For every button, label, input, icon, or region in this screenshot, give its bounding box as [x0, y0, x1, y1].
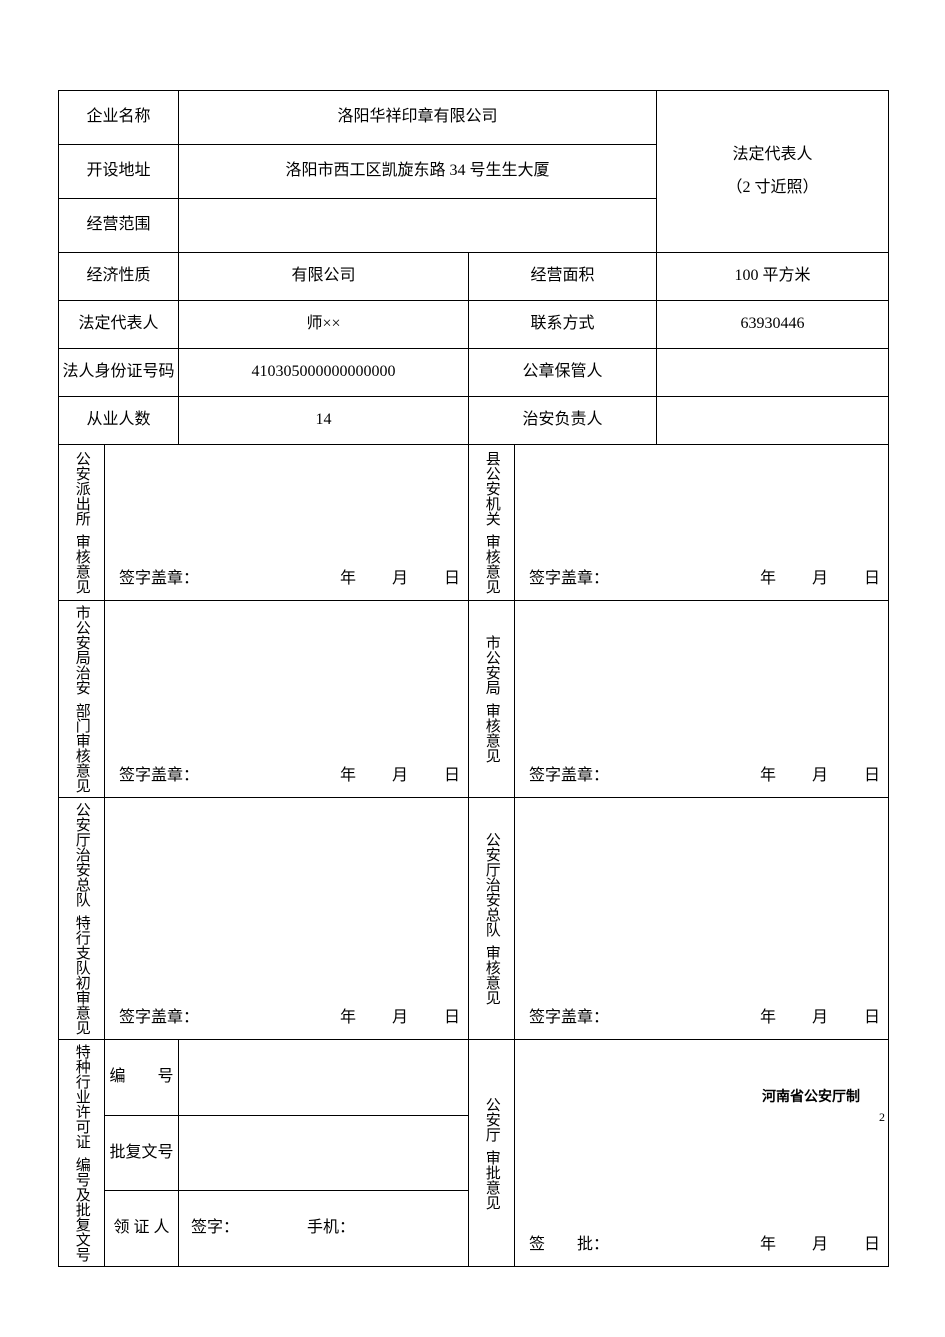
- date-month: 月: [392, 767, 408, 784]
- date-year: 年: [340, 570, 356, 587]
- vert-r4r1: 公安厅: [484, 1097, 500, 1142]
- value-legal-rep: 师××: [179, 301, 469, 349]
- vert-r1r1: 县公安机关: [484, 451, 500, 526]
- sign-seal-label: 签字盖章：: [529, 1007, 609, 1029]
- sign-seal-label: 签字盖章：: [529, 765, 609, 787]
- label-address: 开设地址: [59, 145, 179, 199]
- page-number: 2: [879, 1110, 885, 1125]
- vert-r4l2: 编号及批复文号: [74, 1157, 90, 1262]
- sign-r2-right: 签字盖章： 年 月 日: [515, 601, 889, 798]
- label-company-name: 企业名称: [59, 91, 179, 145]
- vert-r4-left: 特种行业许可证编号及批复文号: [59, 1040, 105, 1267]
- date-day: 日: [864, 570, 880, 587]
- vert-r2l2: 部门审核意见: [74, 703, 90, 793]
- date-month: 月: [392, 1009, 408, 1026]
- date-year: 年: [760, 767, 776, 784]
- vert-r2r1: 市公安局: [484, 635, 500, 695]
- value-staff: 14: [179, 397, 469, 445]
- label-number: 编 号: [105, 1040, 179, 1116]
- date-month: 月: [812, 1236, 828, 1253]
- sign-r2-left: 签字盖章： 年 月 日: [105, 601, 469, 798]
- date-day: 日: [444, 1009, 460, 1026]
- sign-r3-right: 签字盖章： 年 月 日: [515, 798, 889, 1040]
- value-number: [179, 1040, 469, 1116]
- vert-r2r2: 审核意见: [484, 703, 500, 763]
- date-year: 年: [760, 570, 776, 587]
- value-company-name: 洛阳华祥印章有限公司: [179, 91, 657, 145]
- sign-seal-label: 签字盖章：: [119, 1007, 199, 1029]
- value-area: 100 平方米: [657, 253, 889, 301]
- sign-seal-label: 签字盖章：: [119, 568, 199, 590]
- sign-seal-label: 签字盖章：: [529, 568, 609, 590]
- vert-r4l1: 特种行业许可证: [74, 1044, 90, 1149]
- vert-r1-right: 县公安机关审核意见: [469, 445, 515, 601]
- date-month: 月: [812, 570, 828, 587]
- label-recipient: 领 证 人: [105, 1191, 179, 1267]
- label-staff: 从业人数: [59, 397, 179, 445]
- value-econ: 有限公司: [179, 253, 469, 301]
- sign-r3-left: 签字盖章： 年 月 日: [105, 798, 469, 1040]
- footer-maker: 河南省公安厅制: [762, 1086, 860, 1106]
- vert-r3l1: 公安厅治安总队: [74, 802, 90, 907]
- vert-r2l1: 市公安局治安: [74, 605, 90, 695]
- value-scope: [179, 199, 657, 253]
- vert-r3r2: 审核意见: [484, 945, 500, 1005]
- date-day: 日: [444, 570, 460, 587]
- value-id: 410305000000000000: [179, 349, 469, 397]
- date-month: 月: [392, 570, 408, 587]
- vert-r1l1: 公安派出所: [74, 451, 90, 526]
- vert-r1l2: 审核意见: [74, 534, 90, 594]
- sign-r4-right: 签 批： 年 月 日: [515, 1040, 889, 1267]
- vert-r1r2: 审核意见: [484, 534, 500, 594]
- sign-approve-label: 签 批：: [529, 1234, 609, 1256]
- date-day: 日: [864, 767, 880, 784]
- label-scope: 经营范围: [59, 199, 179, 253]
- vert-r4r2: 审批意见: [484, 1150, 500, 1210]
- date-day: 日: [864, 1236, 880, 1253]
- date-year: 年: [760, 1236, 776, 1253]
- label-contact: 联系方式: [469, 301, 657, 349]
- label-reply-no: 批复文号: [105, 1115, 179, 1191]
- date-month: 月: [812, 1009, 828, 1026]
- mobile-label: 手机：: [307, 1219, 355, 1236]
- value-contact: 63930446: [657, 301, 889, 349]
- vert-r3-right: 公安厅治安总队审核意见: [469, 798, 515, 1040]
- date-year: 年: [340, 767, 356, 784]
- value-seal: [657, 349, 889, 397]
- vert-r3r1: 公安厅治安总队: [484, 832, 500, 937]
- date-day: 日: [444, 767, 460, 784]
- sign-r1-right: 签字盖章： 年 月 日: [515, 445, 889, 601]
- sign-seal-label: 签字盖章：: [119, 765, 199, 787]
- date-month: 月: [812, 767, 828, 784]
- recipient-sign-cell: 签字： 手机：: [179, 1191, 469, 1267]
- label-area: 经营面积: [469, 253, 657, 301]
- photo-line2: （2 寸近照）: [657, 177, 888, 199]
- value-reply-no: [179, 1115, 469, 1191]
- vert-r2-right: 市公安局审核意见: [469, 601, 515, 798]
- photo-cell: 法定代表人 （2 寸近照）: [657, 91, 889, 253]
- photo-line1: 法定代表人: [657, 144, 888, 166]
- label-seal: 公章保管人: [469, 349, 657, 397]
- date-year: 年: [760, 1009, 776, 1026]
- label-security: 治安负责人: [469, 397, 657, 445]
- signature-label: 签字：: [191, 1219, 239, 1236]
- label-id: 法人身份证号码: [59, 349, 179, 397]
- label-legal-rep: 法定代表人: [59, 301, 179, 349]
- vert-r4-right: 公安厅审批意见: [469, 1040, 515, 1267]
- vert-r1-left: 公安派出所审核意见: [59, 445, 105, 601]
- value-security: [657, 397, 889, 445]
- sign-r1-left: 签字盖章： 年 月 日: [105, 445, 469, 601]
- date-year: 年: [340, 1009, 356, 1026]
- vert-r2-left: 市公安局治安部门审核意见: [59, 601, 105, 798]
- date-day: 日: [864, 1009, 880, 1026]
- vert-r3-left: 公安厅治安总队特行支队初审意见: [59, 798, 105, 1040]
- value-address: 洛阳市西工区凯旋东路 34 号生生大厦: [179, 145, 657, 199]
- label-econ: 经济性质: [59, 253, 179, 301]
- vert-r3l2: 特行支队初审意见: [74, 915, 90, 1035]
